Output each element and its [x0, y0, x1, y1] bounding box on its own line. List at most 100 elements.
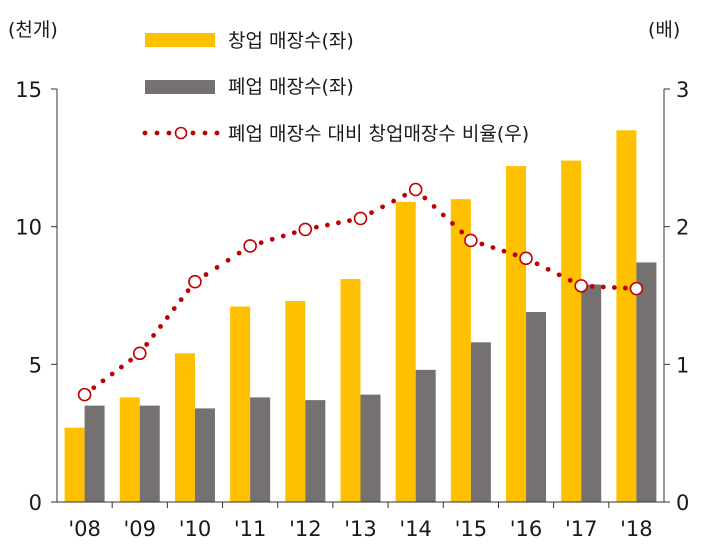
bar-close [360, 394, 381, 502]
ratio-line-dot [258, 240, 264, 246]
x-tick-label: '09 [124, 517, 157, 541]
ratio-point [408, 182, 423, 197]
ratio-line-dot [512, 252, 518, 258]
bar-open [561, 160, 582, 502]
ratio-line-dot [622, 285, 628, 291]
x-tick-label: '17 [565, 517, 598, 541]
ratio-line-dot [324, 222, 330, 228]
ratio-point [519, 251, 533, 266]
ratio-line-dot [236, 250, 242, 256]
bar-open [174, 353, 195, 502]
bar-close [250, 397, 271, 502]
right-tick-label: 0 [676, 491, 689, 515]
ratio-line-dot [291, 230, 297, 236]
legend: 창업 매장수(좌) 폐업 매장수(좌) 폐업 매장수 대비 창업매장수 비율(우… [142, 30, 529, 145]
legend-label-ratio: 폐업 매장수 대비 창업매장수 비율(우) [228, 123, 529, 145]
bar-open [616, 130, 637, 503]
bar-close [415, 369, 436, 502]
left-tick-label: 10 [15, 216, 42, 240]
right-tick-label: 2 [676, 216, 689, 240]
bar-open [395, 201, 416, 503]
ratio-line-dot [567, 277, 573, 283]
ratio-line-dot [422, 195, 428, 201]
ratio-point [464, 233, 478, 248]
ratio-line-dot [171, 306, 177, 311]
ratio-line-dot [336, 220, 341, 226]
legend-swatch-open [145, 33, 215, 47]
right-tick-label: 1 [676, 353, 689, 377]
ratio-line-dot [402, 192, 408, 198]
ratio-point [574, 279, 589, 293]
legend-swatch-close [145, 80, 215, 94]
bar-close [636, 262, 657, 502]
ratio-line-dot [440, 212, 446, 218]
bar-close [194, 408, 215, 502]
ratio-line-dot [431, 204, 437, 209]
left-tick-label: 5 [29, 353, 42, 377]
left-axis-ticks: 0 5 10 15 [15, 78, 42, 515]
ratio-line-dot [158, 324, 163, 329]
x-tick-label: '15 [455, 517, 488, 541]
bar-open [64, 427, 85, 502]
x-tick-label: '11 [234, 517, 267, 541]
x-axis-labels: '08 '09 '10 '11 '12 '13 '14 '15 '16 '17 '18 [68, 517, 652, 541]
x-tick-label: '10 [179, 517, 212, 541]
ratio-point [353, 211, 368, 226]
right-tick-label: 3 [676, 78, 689, 102]
ratio-line-dot [164, 315, 170, 320]
ratio-line-dot [203, 272, 209, 277]
ratio-line-dot [214, 265, 220, 270]
bar-close [581, 284, 602, 502]
ratio-line-dot [109, 371, 115, 377]
legend-label-close: 폐업 매장수(좌) [228, 76, 354, 98]
bar-close [139, 405, 160, 502]
ratio-line-dot [225, 257, 231, 263]
ratio-line-dot [556, 272, 562, 278]
right-axis-ticks: 0 1 2 3 [676, 78, 689, 515]
ratio-line-dot [611, 285, 617, 290]
bar-open [230, 306, 251, 502]
ratio-line-dot [380, 204, 385, 210]
axes [51, 88, 670, 508]
right-axis-unit: (배) [648, 19, 680, 41]
x-tick-label: '13 [344, 517, 377, 541]
bar-close [470, 342, 491, 502]
ratio-line-dot [534, 261, 540, 267]
bar-close [305, 400, 326, 502]
bar-open [119, 397, 140, 502]
ratio-line-dot [369, 210, 374, 216]
ratio-point [132, 346, 147, 361]
ratio-line-dot [479, 241, 485, 247]
ratio-line-dot [589, 284, 595, 289]
bar-close [526, 312, 547, 502]
ratio-line-dot [118, 364, 124, 370]
ratio-line-dot [391, 198, 397, 204]
bar-open [450, 199, 471, 502]
legend-swatch-ratio [142, 126, 220, 140]
bar-open [506, 166, 527, 503]
legend-label-open: 창업 매장수(좌) [228, 30, 354, 52]
x-tick-label: '14 [399, 517, 432, 541]
ratio-line-dot [347, 218, 352, 224]
ratio-line-dot [459, 229, 465, 235]
ratio-line-dot [501, 248, 507, 254]
ratio-line-dot [100, 378, 106, 384]
ratio-line-dot [128, 357, 133, 363]
ratio-line-dot [280, 233, 286, 239]
ratio-point [243, 239, 257, 253]
ratio-line-dot [313, 224, 319, 230]
x-tick-label: '16 [510, 517, 543, 541]
ratio-line-dot [490, 245, 496, 250]
bars [64, 130, 657, 503]
x-tick-label: '18 [620, 517, 653, 541]
ratio-line-dot [91, 385, 97, 391]
left-tick-label: 15 [15, 78, 42, 102]
ratio-line-dot [269, 236, 275, 242]
x-tick-label: '08 [68, 517, 101, 541]
x-tick-label: '12 [289, 517, 322, 541]
ratio-line-dot [178, 297, 184, 303]
left-axis-unit: (천개) [8, 19, 58, 41]
bar-close [84, 405, 105, 502]
